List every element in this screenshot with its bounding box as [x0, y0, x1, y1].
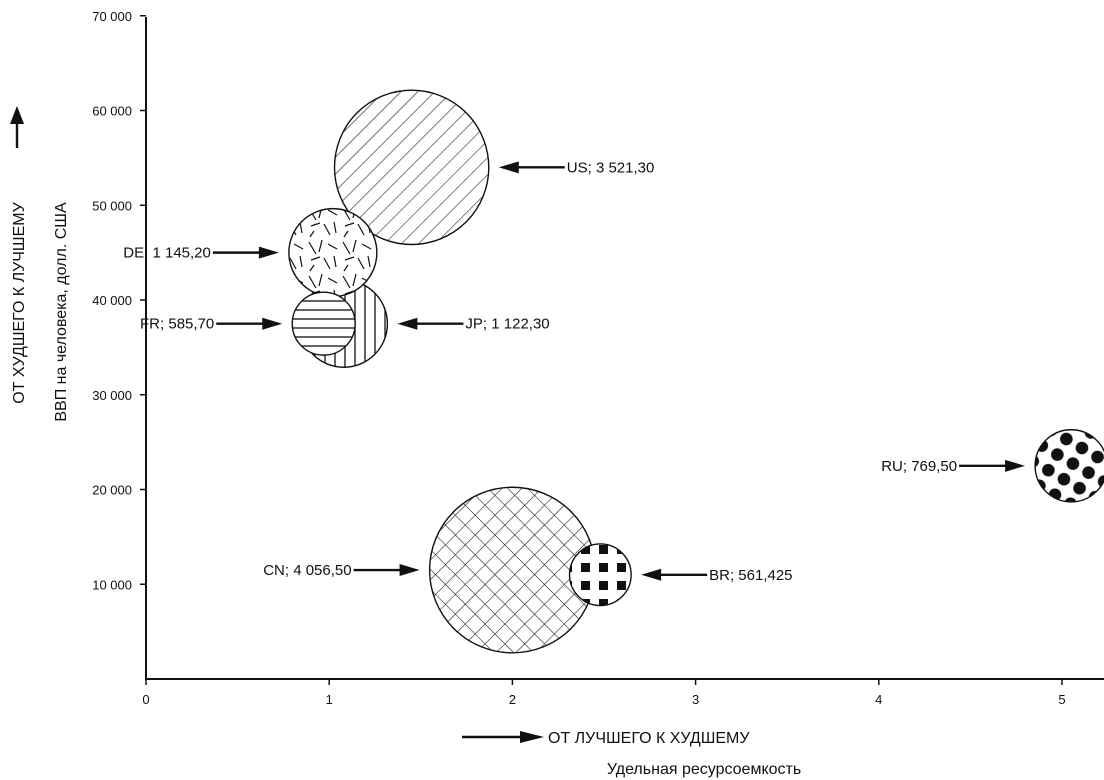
bubble-de-arrowhead: [258, 246, 279, 259]
bubble-br-arrowhead: [641, 568, 662, 581]
x-tick-label: 1: [326, 692, 333, 707]
x-axis-ticks: 0 1 2 3 4 5: [142, 679, 1066, 707]
bubble-cn-fill: [429, 487, 596, 653]
bubble-de-label: DE; 1 145,20: [123, 245, 211, 262]
bubble-fr: [291, 291, 356, 356]
bubble-fr-arrowhead: [262, 317, 283, 330]
bubble-ru-fill: [1035, 429, 1104, 502]
y-tick-label: 10 000: [92, 577, 132, 592]
x-axis-title: Удельная ресурсоемкость: [607, 761, 801, 778]
y-tick-label: 20 000: [92, 483, 132, 498]
bubble-br: [568, 543, 632, 607]
bubble-cn-label: CN; 4 056,50: [263, 562, 351, 579]
bubble-jp-label: JP; 1 122,30: [465, 316, 549, 333]
x-tick-label: 2: [509, 692, 516, 707]
x-axis-direction-label: ОТ ЛУЧШЕГО К ХУДШЕМУ: [548, 730, 750, 747]
y-tick-label: 60 000: [92, 104, 132, 119]
bubble-cn-arrowhead: [399, 564, 420, 577]
x-axis-title-group: ОТ ЛУЧШЕГО К ХУДШЕМУ Удельная ресурсоемк…: [462, 730, 801, 778]
y-tick-label: 40 000: [92, 293, 132, 308]
bubble-jp-arrowhead: [397, 317, 418, 330]
y-axis-ticks: 10 000 20 000 30 000 40 000 50 000 60 000 70 0…: [92, 9, 146, 592]
x-axis-direction-arrowhead: [520, 731, 544, 743]
x-tick-label: 5: [1058, 692, 1065, 707]
bubble-br-fill: [569, 543, 632, 606]
y-tick-label: 30 000: [92, 388, 132, 403]
bubble-us-fill: [334, 90, 489, 245]
y-axis-title-group: ОТ ХУДШЕГО К ЛУЧШЕМУ ВВП на человека, до…: [10, 106, 70, 422]
x-tick-label: 0: [142, 692, 149, 707]
bubble-labels-layer: US; 3 521,30 JP; 1 122,30 DE; 1 145,20 FR; …: [123, 159, 1026, 584]
bubble-br-label: BR; 561,425: [709, 567, 792, 584]
bubble-ru-arrowhead: [1005, 459, 1026, 472]
bubble-ru-label: RU; 769,50: [881, 458, 957, 475]
bubble-us-label: US; 3 521,30: [567, 159, 655, 176]
bubble-de-fill: [288, 208, 377, 297]
bubble-ru: [1034, 429, 1104, 503]
y-tick-label: 50 000: [92, 198, 132, 213]
x-tick-label: 3: [692, 692, 699, 707]
bubble-fr-fill: [292, 292, 356, 356]
y-axis-direction-arrowhead: [10, 106, 24, 124]
bubble-fr-label: FR; 585,70: [140, 316, 214, 333]
bubble-us-arrowhead: [498, 161, 519, 174]
y-tick-label: 70 000: [92, 9, 132, 24]
y-axis-title: ВВП на человека, долл. США: [53, 202, 70, 422]
bubbles-layer: [288, 89, 1104, 654]
x-tick-label: 4: [875, 692, 882, 707]
y-axis-direction-label: ОТ ХУДШЕГО К ЛУЧШЕМУ: [11, 201, 28, 403]
bubble-us: [333, 89, 490, 246]
